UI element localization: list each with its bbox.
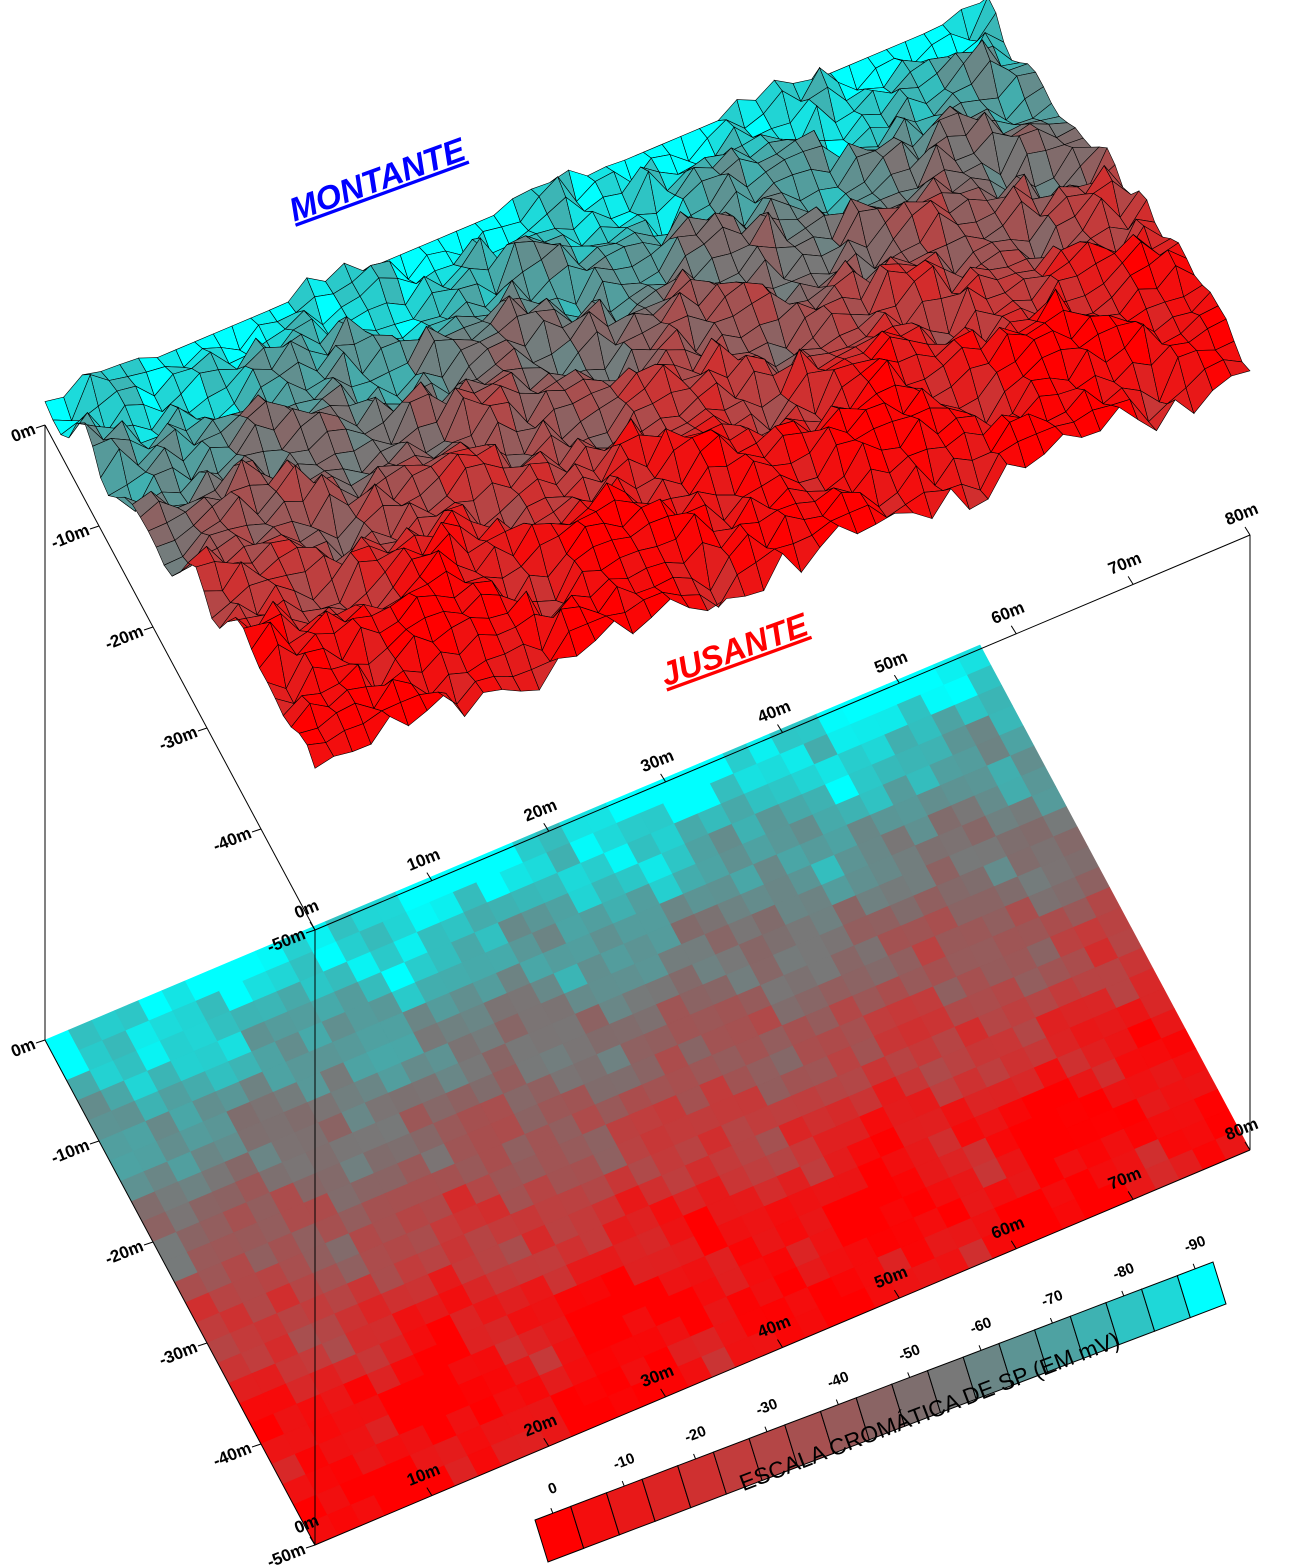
scale-tick bbox=[908, 1372, 910, 1377]
y-tick bbox=[36, 1040, 45, 1043]
x-tick bbox=[1245, 527, 1250, 535]
y-tick bbox=[306, 1545, 315, 1548]
x-tick bbox=[1011, 626, 1016, 634]
surface-mesh bbox=[45, 0, 1250, 768]
x-tick-label: 50m bbox=[872, 647, 911, 677]
y-tick-label: -50m bbox=[264, 1539, 308, 1566]
y-tick bbox=[198, 1343, 207, 1346]
y-tick-label: -40m bbox=[210, 1438, 254, 1470]
downstream-label: JUSANTE bbox=[655, 605, 813, 693]
y-tick bbox=[144, 1242, 153, 1245]
y-tick-label: -10m bbox=[48, 1135, 92, 1167]
scale-tick bbox=[551, 1508, 553, 1513]
scale-tick bbox=[979, 1345, 981, 1350]
y-tick-label: -30m bbox=[156, 722, 200, 754]
y-tick-label: -10m bbox=[48, 520, 92, 552]
scale-tick-label: -50 bbox=[896, 1341, 922, 1365]
scale-tick bbox=[836, 1400, 838, 1405]
scale-tick-label: -80 bbox=[1110, 1260, 1136, 1284]
x-tick bbox=[1128, 576, 1133, 584]
scale-tick bbox=[622, 1481, 624, 1486]
x-tick-label: 0m bbox=[292, 896, 322, 923]
y-tick bbox=[90, 1141, 99, 1144]
scale-tick-label: -10 bbox=[611, 1450, 637, 1474]
scale-tick-label: -90 bbox=[1182, 1232, 1208, 1256]
y-tick-label: 0m bbox=[8, 419, 38, 446]
scale-tick bbox=[765, 1427, 767, 1432]
scale-tick-label: -40 bbox=[825, 1368, 851, 1392]
scale-tick-label: -30 bbox=[754, 1395, 780, 1419]
y-tick bbox=[252, 1444, 261, 1447]
x-tick-label: 60m bbox=[989, 598, 1028, 628]
x-tick-label: 30m bbox=[638, 746, 677, 776]
y-tick bbox=[90, 526, 99, 529]
y-tick-label: -20m bbox=[102, 1236, 146, 1268]
x-tick-label: 40m bbox=[755, 696, 794, 726]
scale-title: ESCALA CROMÁTICA DE SP (EM mV) bbox=[736, 1327, 1123, 1496]
scale-tick bbox=[1050, 1318, 1052, 1323]
y-tick bbox=[144, 627, 153, 630]
y-tick-label: -20m bbox=[102, 621, 146, 653]
scale-tick bbox=[1193, 1264, 1195, 1269]
y-tick-label: -40m bbox=[210, 823, 254, 855]
y-tick-label: 0m bbox=[8, 1034, 38, 1061]
x-tick-label: 10m bbox=[404, 845, 443, 875]
scale-tick-label: 0 bbox=[546, 1479, 560, 1498]
figure: 0m 10m 20m 30m 40m 50m 60m 70m 80m 0m -10m -20m -30m… bbox=[0, 0, 1297, 1566]
x-tick-label: 70m bbox=[1105, 548, 1144, 578]
scale-tick-label: -70 bbox=[1039, 1287, 1065, 1311]
scale-tick bbox=[694, 1454, 696, 1459]
y-tick bbox=[198, 728, 207, 731]
upstream-label: MONTANTE bbox=[284, 130, 471, 228]
contour-map bbox=[45, 645, 1250, 1545]
scale-tick-label: -20 bbox=[682, 1423, 708, 1447]
x-tick-label: 80m bbox=[1222, 499, 1261, 529]
y-tick bbox=[252, 829, 261, 832]
x-tick-label: 20m bbox=[521, 795, 560, 825]
scale-tick-label: -60 bbox=[968, 1314, 994, 1338]
y-tick-label: -30m bbox=[156, 1337, 200, 1369]
y-tick bbox=[36, 425, 45, 428]
scale-tick bbox=[1122, 1291, 1124, 1296]
